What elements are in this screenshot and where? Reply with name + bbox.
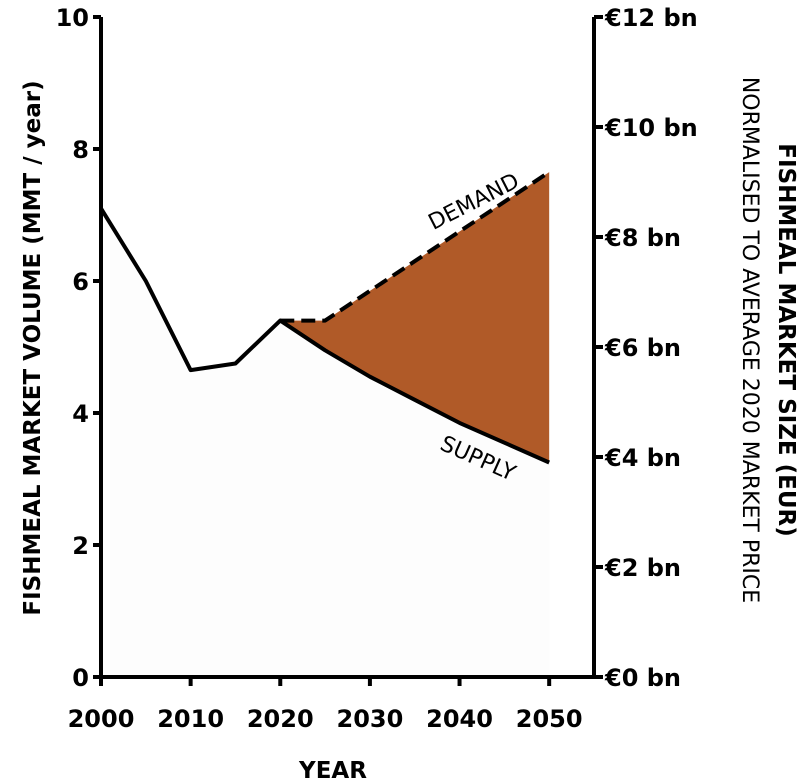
y-axis-title: FISHMEAL MARKET VOLUME (MMT / year) [20, 80, 46, 615]
y2-tick-label: €2 bn [604, 554, 681, 582]
x-axis-title: YEAR [298, 758, 367, 783]
gap-layer [280, 172, 550, 463]
y2-tick-label: €4 bn [604, 444, 681, 472]
y2-tick-label: €6 bn [604, 334, 681, 362]
series-layer [99, 170, 551, 465]
y-tick-label: 4 [72, 400, 89, 428]
y2-axis-title: FISHMEAL MARKET SIZE (EUR) [773, 143, 799, 536]
x-tick-label: 2000 [68, 705, 135, 733]
y2-tick-label: €0 bn [604, 664, 681, 692]
y2-axis-subtitle: NORMALISED TO AVERAGE 2020 MARKET PRICE [737, 77, 762, 603]
area-layer [101, 208, 550, 677]
tick-layer: 0 2 4 6 8 10 €0 bn €2 bn €4 bn €6 bn €8 bn €10 bn €1… [56, 4, 698, 733]
y-tick-label: 2 [72, 532, 89, 560]
x-tick-label: 2020 [247, 705, 314, 733]
y-tick-label: 6 [72, 268, 89, 296]
y-tick-label: 10 [56, 4, 89, 32]
y-tick-label: 0 [72, 664, 89, 692]
supply-line [99, 207, 550, 465]
y-tick-label: 8 [72, 136, 89, 164]
x-tick-label: 2050 [516, 705, 583, 733]
supply-area [101, 208, 550, 677]
y2-tick-label: €10 bn [604, 114, 698, 142]
x-tick-label: 2030 [337, 705, 404, 733]
demand-supply-gap [280, 172, 550, 463]
demand-line [280, 170, 551, 323]
x-tick-label: 2010 [157, 705, 224, 733]
y2-tick-label: €12 bn [604, 4, 698, 32]
y2-tick-label: €8 bn [604, 224, 681, 252]
x-tick-label: 2040 [426, 705, 493, 733]
